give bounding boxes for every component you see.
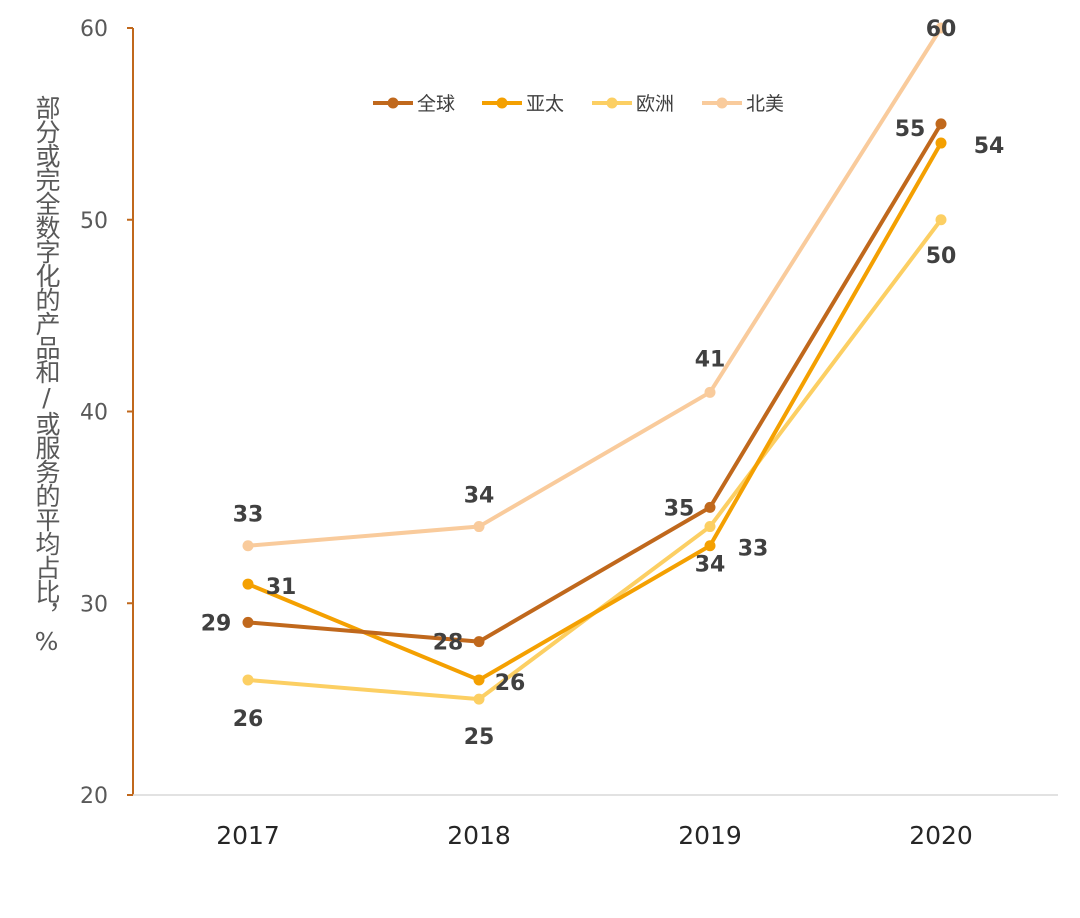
data-point [704,501,716,513]
x-tick-label: 2019 [678,821,742,850]
data-label: 33 [738,537,769,562]
series-line [247,122,943,644]
data-point [935,22,947,34]
data-point [473,636,485,648]
data-label: 54 [974,134,1005,159]
data-label: 31 [266,575,297,600]
data-label: 35 [664,496,695,521]
legend-label: 亚太 [526,93,564,115]
data-label: 26 [233,707,264,732]
y-tick-label: 60 [80,17,108,42]
x-tick-label: 2020 [909,821,973,850]
data-point [935,214,947,226]
data-point [242,540,254,552]
legend-swatch-marker [716,97,728,109]
y-tick-label: 40 [80,401,108,426]
data-label: 50 [926,244,957,269]
data-label: 33 [233,503,264,528]
data-label: 26 [495,671,526,696]
data-label: 28 [433,631,464,656]
data-label: 60 [926,17,957,42]
data-point [242,674,254,686]
data-point [704,540,716,552]
legend-swatch-marker [387,97,399,109]
data-point [704,521,716,533]
y-tick-label: 30 [80,592,108,617]
legend-label: 全球 [417,93,455,115]
data-label: 34 [695,553,726,578]
y-axis-title: 部分或完全数字化的产品和/或服务的平均占比，% [32,95,61,655]
data-point [935,118,947,130]
x-tick-label: 2017 [216,821,280,850]
data-point [473,693,485,705]
data-label: 34 [464,484,495,509]
legend-label: 欧洲 [636,93,674,115]
legend-swatch-marker [496,97,508,109]
data-point [242,616,254,628]
x-tick-label: 2018 [447,821,511,850]
series-line [247,142,943,682]
y-tick-label: 20 [80,784,108,809]
legend-label: 北美 [746,93,784,115]
data-point [935,137,947,149]
data-point [473,674,485,686]
data-point [473,521,485,533]
data-label: 55 [895,117,926,142]
data-point [242,578,254,590]
data-label: 25 [464,725,495,750]
data-point [704,386,716,398]
data-label: 29 [201,611,232,636]
series-line [247,26,943,548]
legend-swatch-marker [606,97,618,109]
data-label: 41 [695,347,726,372]
y-tick-label: 50 [80,209,108,234]
